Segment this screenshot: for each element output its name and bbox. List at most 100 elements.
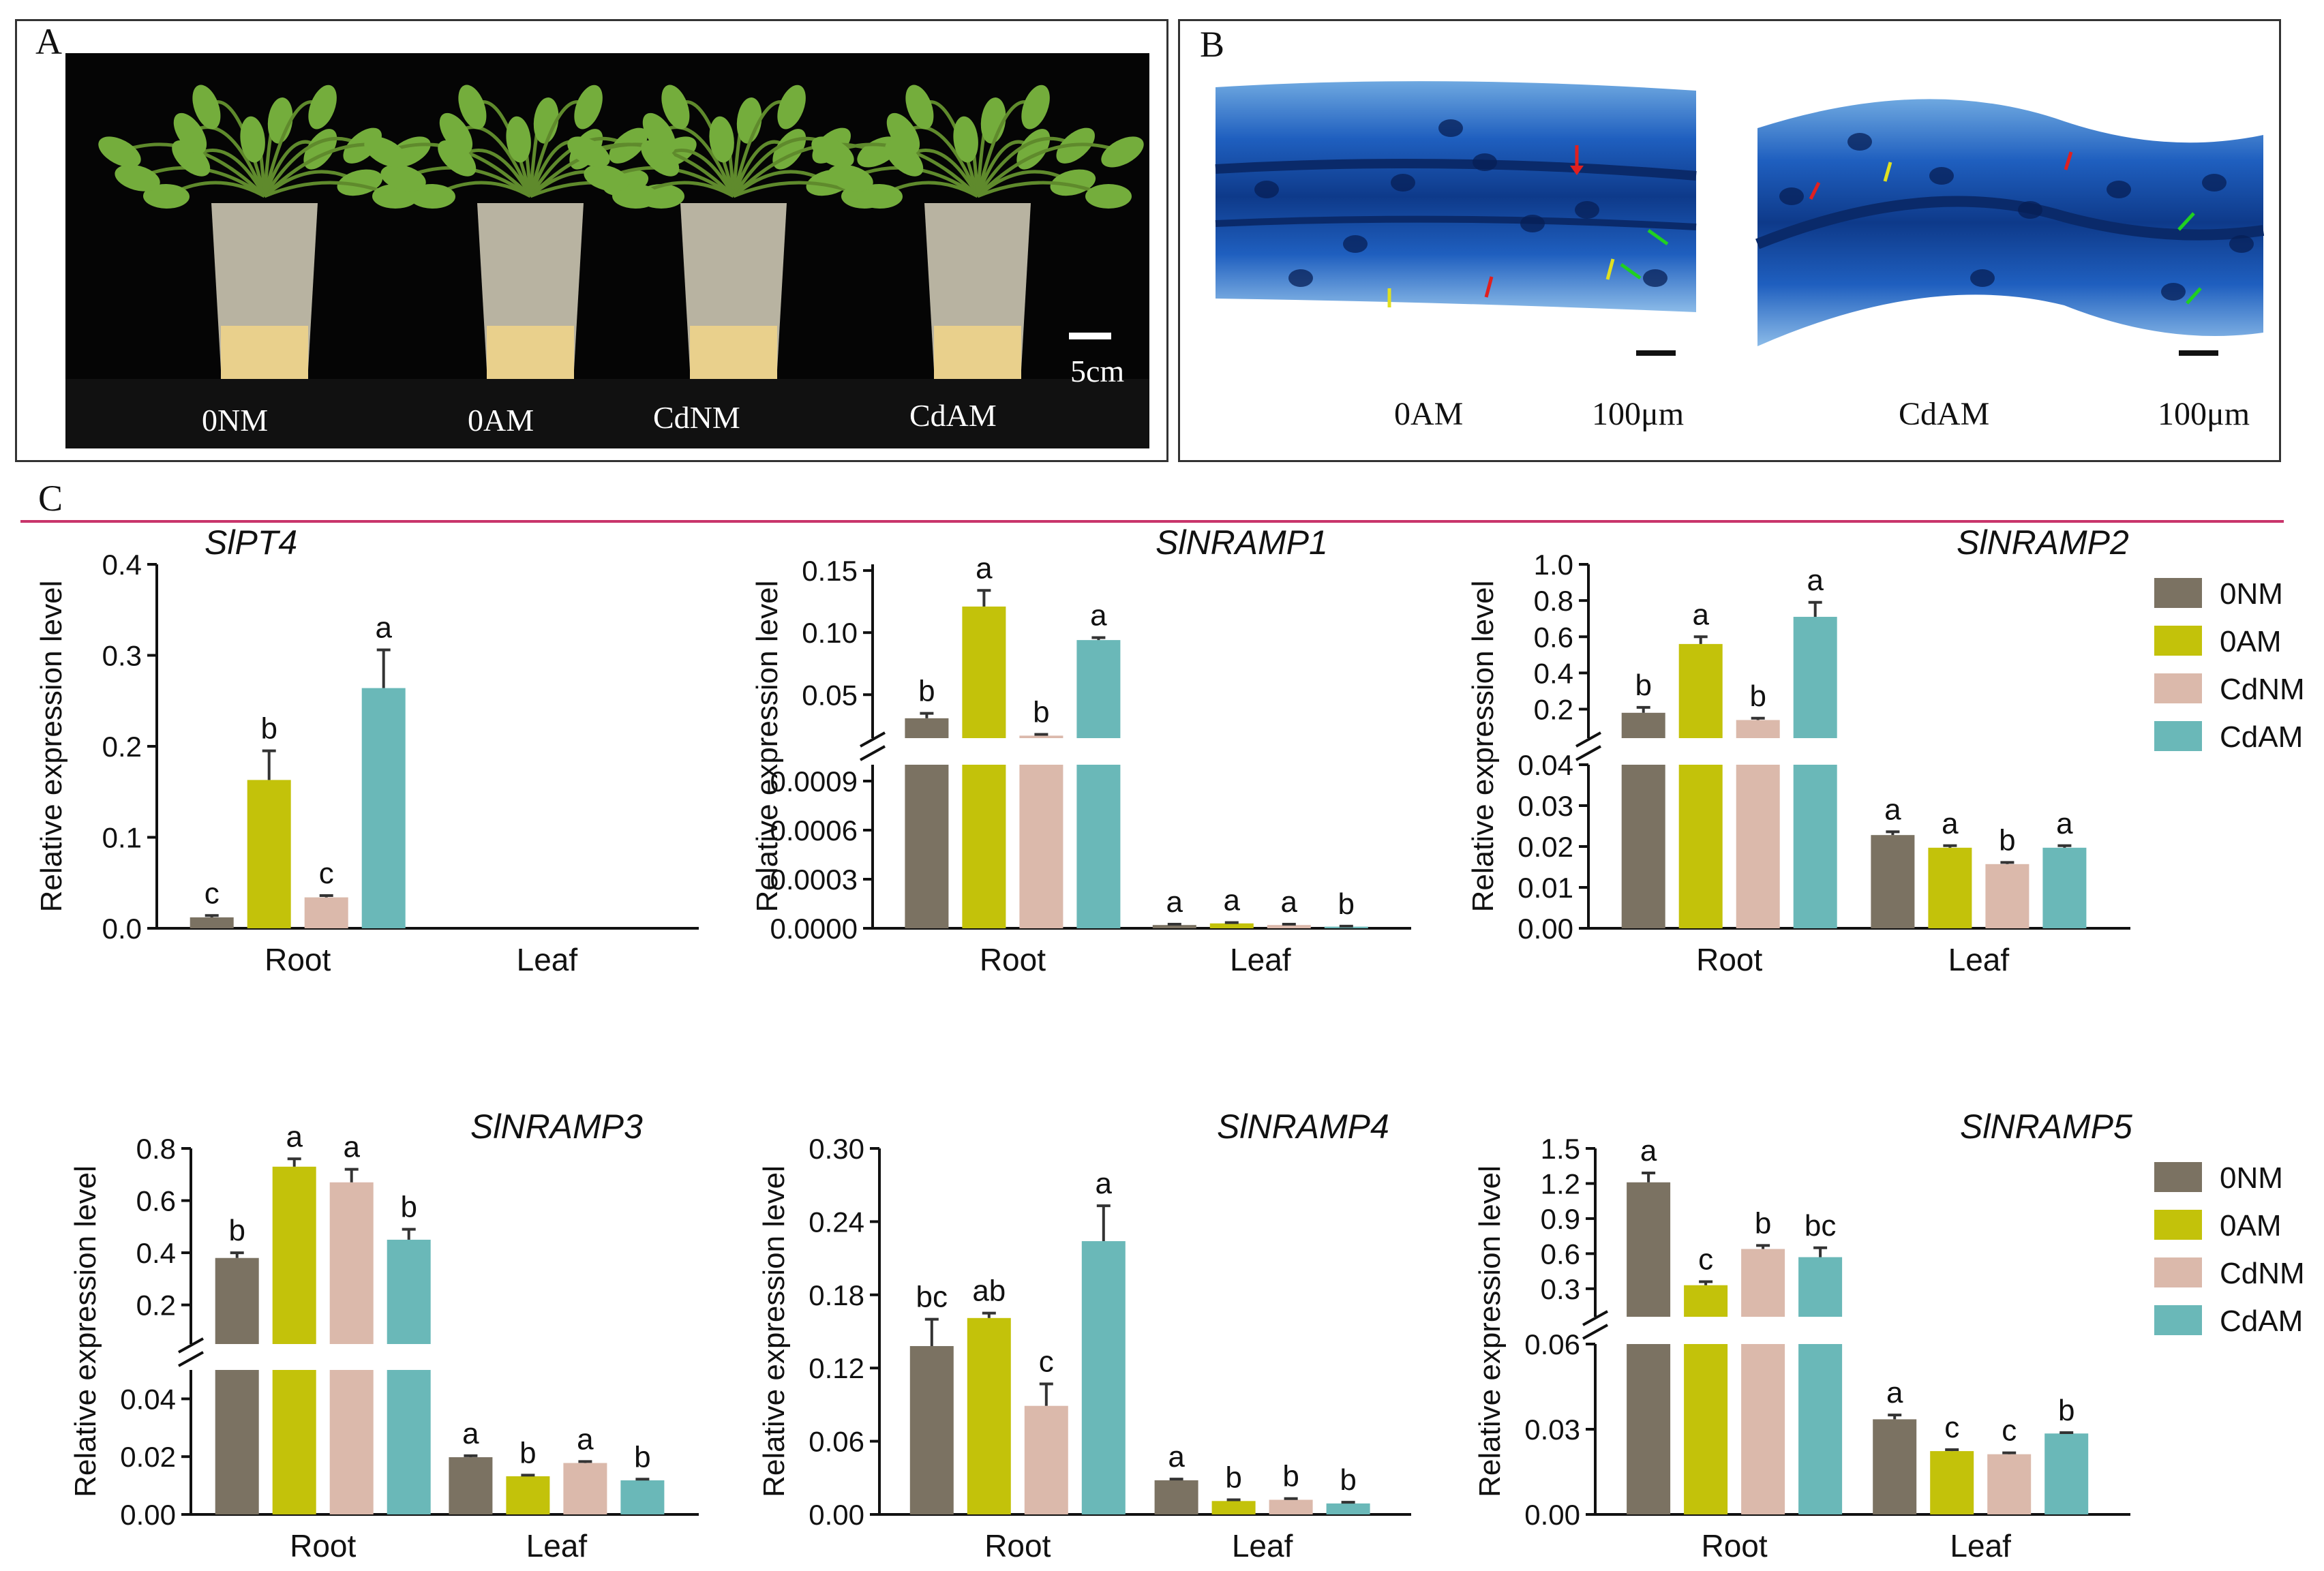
y-axis-label: Relative expression level [757,1165,791,1497]
bar-cdnm [1985,864,2029,928]
significance-letter: a [1224,884,1241,917]
x-category-label: Leaf [526,1528,588,1564]
y-axis-label: Relative expression level [1466,581,1500,913]
bar-0am [1928,847,1972,928]
vesicle-spot [1779,187,1804,205]
chart-slnramp3: SlNRAMP3 Relative expression level 0.00 0.0… [69,1108,699,1564]
y-tick-label: 0.06 [1524,1328,1580,1360]
leaf-shape [439,112,473,154]
significance-letter: b [400,1191,417,1224]
bar-lower-cdnm [1741,1344,1785,1514]
y-tick-label: 0.6 [136,1185,176,1217]
chart-title: SlNRAMP4 [1217,1108,1389,1146]
treatment-label-cdnm: CdNM [653,400,740,435]
x-category-label: Root [980,942,1046,977]
leaf-shape [777,85,806,129]
significance-letter: a [1692,598,1709,631]
axis-break [1575,731,1601,761]
y-axis-label: Relative expression level [69,1165,102,1497]
leaf-shape [364,136,407,168]
leaf-shape [953,116,978,163]
bar-upper-0am [1684,1285,1728,1317]
leaf-shape [409,183,455,209]
significance-letter: b [260,712,277,746]
leaf-shape [574,85,603,129]
significance-letter: b [1282,1460,1299,1493]
y-axis-label: Relative expression level [35,581,68,913]
scale-bar-label: 5cm [1070,354,1125,388]
y-tick-label: 0.0006 [770,814,858,846]
bar-0am [247,780,291,928]
leaf-shape [380,164,426,192]
chart-title: SlNRAMP1 [1156,523,1328,562]
bar-upper-cdam [1793,617,1837,738]
y-tick-label: 0.3 [1541,1273,1580,1305]
vesicle-spot [1643,269,1667,287]
bar-lower-0nm [215,1370,259,1514]
legend-label-cdnm: CdNM [2220,673,2305,706]
bar-lower-0nm [1627,1344,1671,1514]
vesicle-spot [1438,119,1463,137]
bar-cdnm [1267,925,1311,928]
y-tick-label: 0.6 [1541,1238,1580,1270]
treatment-label-cdam: CdAM [909,398,997,433]
significance-letter: b [2058,1394,2074,1427]
y-tick-label: 0.00 [120,1499,176,1531]
y-tick-label: 0.01 [1518,872,1573,904]
bar-cdam [2042,847,2087,928]
vesicle-spot [1847,133,1872,151]
legend-label-0am: 0AM [2220,625,2281,658]
leaf-shape [886,112,920,154]
legend-swatch-0nm [2154,1162,2202,1192]
leaf-shape [98,136,141,168]
y-tick-label: 0.03 [1518,790,1573,822]
vesicle-spot [1473,153,1497,171]
y-tick-label: 1.5 [1541,1133,1580,1165]
y-tick-label: 0.2 [136,1290,176,1322]
vesicle-spot [2161,283,2186,301]
significance-letter: b [228,1214,245,1247]
y-tick-label: 0.18 [809,1279,864,1311]
x-category-label: Root [290,1528,356,1564]
y-tick-label: 0.2 [1534,694,1573,726]
legend-swatch-cdnm [2154,673,2202,703]
leaf-shape [828,164,873,192]
y-tick-label: 0.6 [1534,621,1573,653]
bar-lower-0nm [1621,765,1665,928]
bar-0nm [1873,1419,1917,1514]
micrograph-label-cdam: CdAM [1899,396,1990,432]
chart-title: SlNRAMP2 [1957,523,2129,562]
y-tick-label: 0.4 [102,549,142,581]
bar-0am [506,1476,550,1514]
y-tick-label: 0.8 [136,1133,176,1165]
y-tick-label: 0.04 [1518,749,1573,781]
significance-letter: a [375,611,392,644]
x-category-label: Leaf [517,942,578,977]
y-tick-label: 0.8 [1534,585,1573,617]
legend-label-0nm: 0NM [2220,1161,2283,1195]
x-category-label: Leaf [1950,1528,2011,1564]
bar-cdam [1326,1503,1370,1514]
leaf-shape [438,140,477,177]
significance-letter: c [1944,1411,1959,1444]
bar-0am [1211,1501,1256,1514]
bar-cdnm [1024,1405,1068,1514]
x-category-label: Root [1696,942,1762,977]
vesicle-spot [1575,201,1599,219]
bar-0nm [190,917,234,928]
leaf-shape [584,164,629,192]
y-tick-label: 0.12 [809,1352,864,1384]
chart-slnramp4: SlNRAMP4 Relative expression level 0.00 0.0… [757,1108,1411,1564]
bar-lower-cdam [1798,1344,1843,1514]
leaf-shape [641,140,680,177]
vesicle-spot [2107,181,2131,198]
bar-lower-cdnm [1736,765,1780,928]
y-tick-label: 0.0 [102,913,142,945]
y-tick-label: 0.00 [809,1499,864,1531]
legend-swatch-cdam [2154,721,2202,751]
chart-slnramp5: SlNRAMP5 Relative expression level 0.00 0.0… [1473,1108,2305,1564]
treatment-label-0nm: 0NM [202,403,269,438]
y-tick-label: 0.02 [1518,831,1573,863]
y-tick-label: 0.4 [136,1237,176,1269]
